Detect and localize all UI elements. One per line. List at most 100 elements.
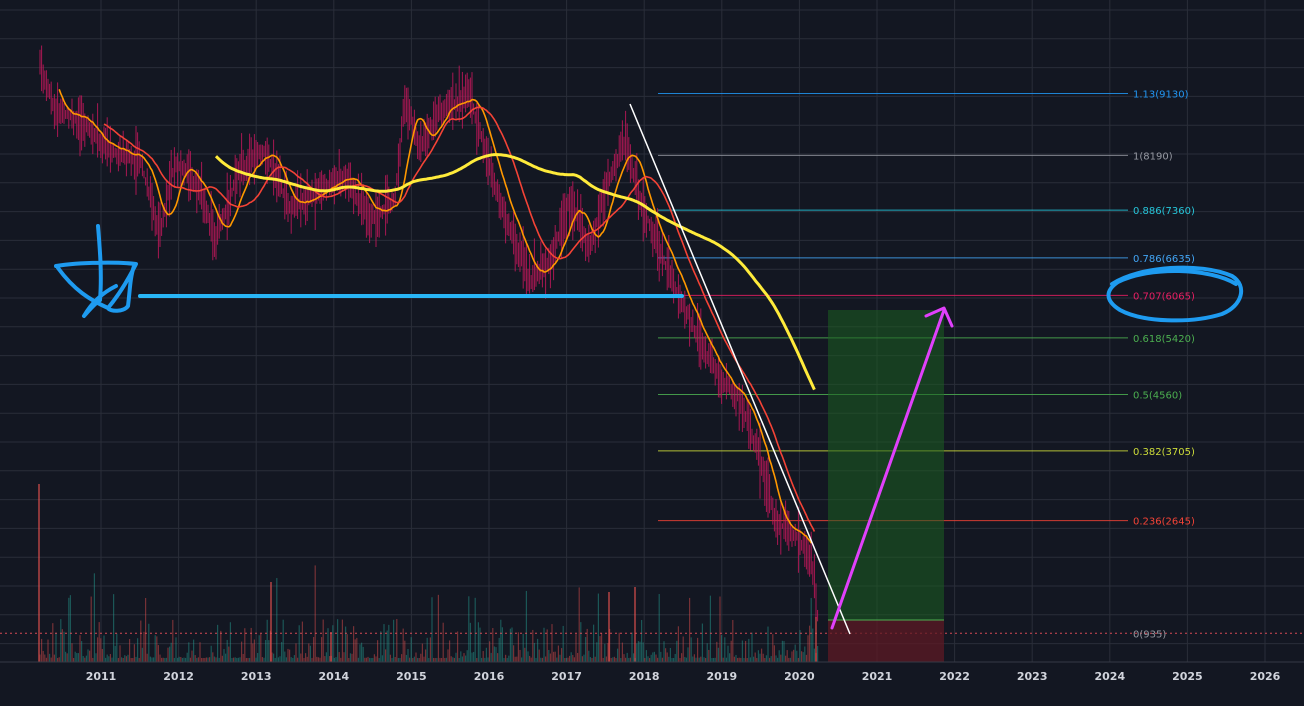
volume-bar (202, 657, 204, 662)
volume-bar (146, 653, 148, 662)
volume-bar (402, 628, 404, 662)
volume-bar (617, 648, 619, 662)
volume-bar (567, 657, 569, 662)
volume-bar (417, 657, 419, 662)
volume-bar (415, 652, 417, 662)
volume-bar (565, 657, 567, 662)
volume-bar (799, 630, 801, 662)
volume-bar (92, 657, 94, 662)
volume-bar (106, 654, 108, 662)
volume-bar (815, 617, 817, 662)
volume-bar (138, 657, 140, 662)
volume-bar (340, 657, 342, 662)
volume-bar (394, 656, 396, 662)
volume-bar (61, 629, 63, 662)
volume-bar (452, 657, 454, 662)
volume-bar (735, 654, 737, 662)
volume-bar (588, 650, 590, 662)
volume-bar (764, 657, 766, 662)
ma-mid-line[interactable] (103, 106, 816, 532)
volume-bar (721, 635, 723, 662)
volume-bar (372, 657, 374, 662)
volume-bar (250, 627, 252, 662)
ma-slow-line[interactable] (214, 153, 816, 391)
volume-bar (220, 630, 222, 662)
volume-bar (599, 636, 601, 662)
volume-bar (517, 632, 519, 662)
volume-bar (429, 637, 431, 662)
volume-bar (817, 645, 819, 662)
volume-bar (386, 630, 388, 662)
volume-bar (738, 657, 740, 662)
volume-bar (665, 648, 667, 662)
volume-bar (252, 643, 254, 662)
volume-bar (754, 652, 756, 662)
volume-bar (277, 657, 279, 662)
volume-bar (137, 638, 139, 662)
volume-bar (719, 596, 721, 662)
volume-bar (289, 649, 291, 662)
volume-bar (69, 595, 71, 662)
volume-bar (674, 653, 676, 662)
volume-bar (425, 649, 427, 662)
volume-bar (497, 653, 499, 662)
stop-zone[interactable] (828, 620, 944, 662)
volume-bar (708, 649, 710, 662)
volume-bar (804, 646, 806, 662)
volume-bar (463, 653, 465, 662)
volume-bar (673, 657, 675, 662)
volume-bar (601, 633, 603, 662)
volume-bar (234, 657, 236, 662)
volume-bar (492, 628, 494, 662)
volume-bar (169, 646, 171, 662)
volume-bar (772, 634, 774, 662)
volume-bar (698, 657, 700, 662)
volume-bar (602, 657, 604, 662)
volume-bar (487, 657, 489, 662)
volume-bar (751, 632, 753, 662)
volume-bar (282, 619, 284, 662)
volume-bar (319, 657, 321, 662)
volume-bar (301, 621, 303, 662)
volume-bar (226, 639, 228, 662)
fib-level-label: 0(935) (1133, 629, 1166, 640)
volume-bar (210, 645, 212, 662)
volume-bar (557, 645, 559, 662)
volume-bar (658, 594, 660, 662)
volume-bar (332, 625, 334, 662)
volume-bar (197, 657, 199, 662)
volume-bar (300, 653, 302, 662)
volume-bar (693, 654, 695, 662)
year-tick-label: 2016 (474, 670, 505, 683)
volume-bar (209, 657, 211, 662)
volume-bar (791, 651, 793, 662)
volume-bar (477, 622, 479, 662)
ma-fast-line[interactable] (58, 89, 812, 544)
descending-trendline[interactable] (629, 103, 851, 635)
volume-bar (812, 628, 814, 662)
volume-bar (514, 656, 516, 662)
volume-bar (213, 656, 215, 662)
volume-bar (450, 656, 452, 662)
volume-bar (258, 635, 260, 662)
volume-bar (762, 653, 764, 662)
volume-bar (786, 650, 788, 662)
volume-bar (685, 657, 687, 662)
volume-bar (295, 643, 297, 662)
volume-bar (469, 622, 471, 662)
volume-bar (743, 657, 745, 662)
volume-bar (589, 657, 591, 662)
volume-bar (426, 637, 428, 662)
volume-bar (620, 657, 622, 662)
volume-bar (172, 619, 174, 662)
volume-bar (682, 636, 684, 662)
volume-bar (807, 635, 809, 662)
volume-bar (431, 597, 433, 662)
volume-bar (201, 657, 203, 662)
volume-bar (186, 652, 188, 662)
volume-bar (405, 654, 407, 662)
projection-arrow[interactable] (830, 306, 954, 630)
volume-bar (311, 657, 313, 662)
volume-bar (50, 657, 52, 662)
